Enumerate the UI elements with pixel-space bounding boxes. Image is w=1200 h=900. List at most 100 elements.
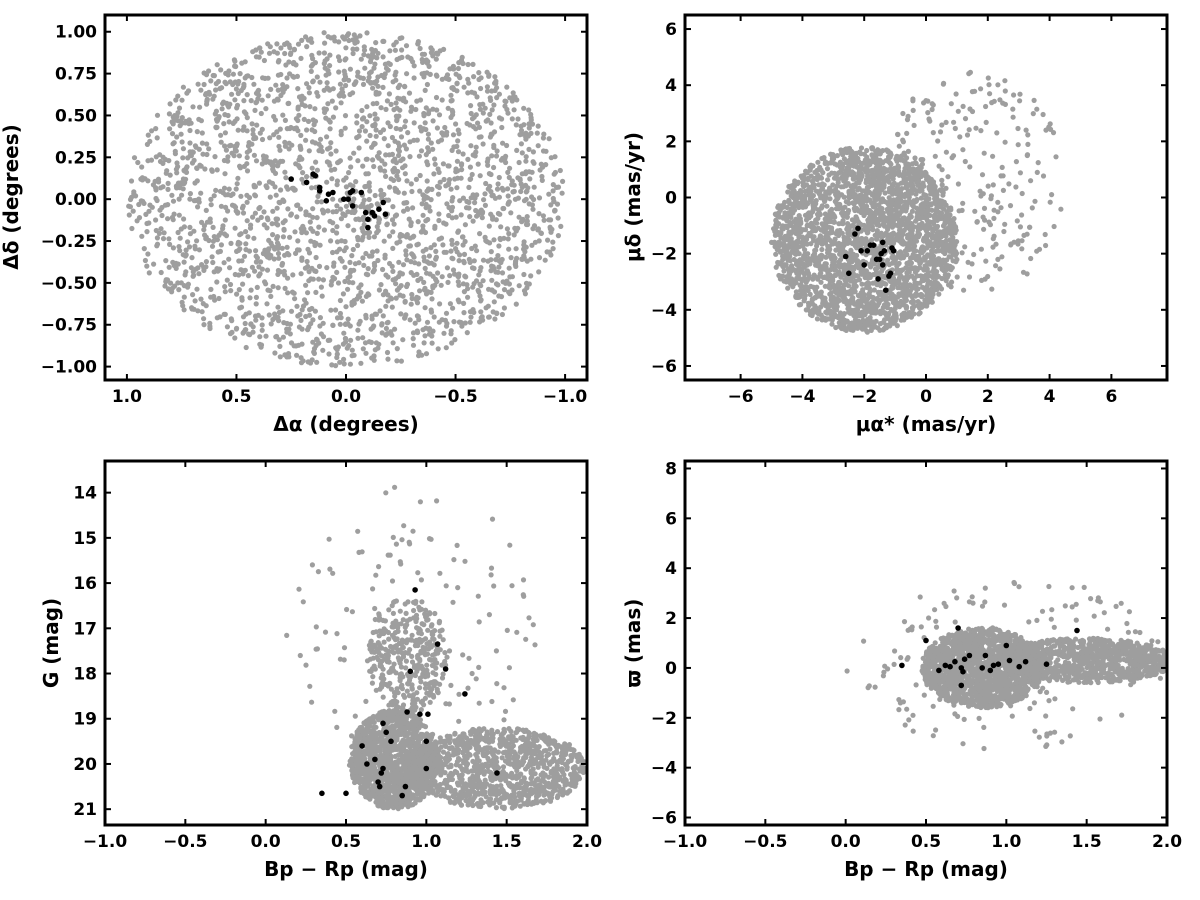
data-point (222, 171, 228, 177)
data-point (383, 173, 389, 179)
data-point (460, 195, 466, 201)
data-point (294, 352, 300, 358)
data-point (444, 320, 450, 327)
data-point (910, 306, 916, 312)
data-point (798, 282, 804, 288)
data-point (457, 198, 463, 204)
data-point (352, 261, 358, 267)
data-point (419, 201, 425, 207)
data-point (551, 198, 557, 204)
data-point (160, 236, 167, 242)
data-point (177, 235, 183, 241)
data-point (786, 255, 792, 261)
data-point (253, 294, 259, 300)
data-point (382, 168, 388, 174)
data-point (375, 228, 381, 234)
data-point (240, 210, 247, 216)
data-point (793, 220, 799, 227)
data-point (259, 136, 266, 143)
data-point (832, 287, 838, 293)
data-point (856, 180, 862, 186)
data-point (450, 305, 456, 311)
data-point (278, 187, 284, 193)
data-point (415, 219, 421, 225)
data-point (491, 144, 497, 151)
data-point (154, 135, 160, 141)
data-point (342, 113, 349, 119)
data-point (431, 242, 437, 248)
data-point (491, 102, 497, 108)
data-point (385, 298, 391, 304)
data-point (801, 255, 807, 261)
data-point (324, 179, 330, 185)
data-point (786, 272, 793, 278)
data-point (154, 112, 161, 118)
data-point (409, 291, 415, 298)
data-point (506, 246, 512, 252)
data-point (466, 256, 472, 262)
data-point (135, 159, 141, 166)
data-point (171, 140, 177, 146)
data-point (173, 260, 179, 266)
data-point (844, 214, 850, 220)
data-point (492, 87, 498, 94)
data-point (884, 260, 890, 266)
data-point (222, 217, 228, 223)
data-point (466, 205, 472, 211)
data-point (426, 149, 432, 155)
data-point (779, 225, 785, 231)
member-point (288, 176, 295, 182)
data-point (837, 285, 843, 291)
data-point (296, 94, 303, 100)
data-point (210, 259, 216, 266)
data-point (431, 314, 437, 320)
data-point (511, 182, 517, 188)
data-point (329, 362, 335, 368)
data-point (298, 146, 304, 152)
data-point (385, 60, 392, 66)
data-point (425, 131, 431, 137)
data-point (256, 264, 262, 270)
data-point (819, 155, 825, 162)
data-point (503, 153, 509, 159)
data-point (383, 65, 390, 71)
data-point (198, 163, 204, 169)
data-point (822, 198, 828, 204)
data-point (789, 263, 795, 269)
data-point (529, 202, 536, 208)
data-point (507, 165, 513, 171)
data-point (899, 315, 906, 321)
x-tick-label: 0.5 (221, 387, 251, 407)
points-layer (126, 30, 566, 369)
data-point (486, 223, 492, 229)
data-point (382, 252, 388, 258)
data-point (818, 304, 824, 310)
data-point (501, 205, 507, 212)
data-point (375, 257, 381, 264)
data-point (432, 225, 438, 231)
data-point (327, 52, 333, 58)
data-point (292, 296, 298, 302)
data-point (493, 78, 499, 84)
data-point (822, 220, 828, 226)
data-point (338, 315, 344, 321)
data-point (467, 214, 473, 220)
data-point (866, 261, 873, 267)
data-point (222, 289, 228, 295)
data-point (342, 125, 348, 131)
data-point (267, 44, 273, 50)
data-point (327, 119, 333, 125)
data-point (848, 257, 854, 263)
data-point (845, 306, 851, 312)
data-point (255, 217, 261, 223)
data-point (130, 208, 136, 214)
data-point (536, 269, 542, 275)
data-point (871, 178, 878, 185)
data-point (257, 45, 263, 51)
data-point (264, 267, 271, 273)
data-point (331, 276, 338, 282)
member-point (349, 203, 356, 209)
data-point (847, 310, 853, 316)
data-point (180, 155, 186, 161)
data-point (901, 310, 907, 316)
